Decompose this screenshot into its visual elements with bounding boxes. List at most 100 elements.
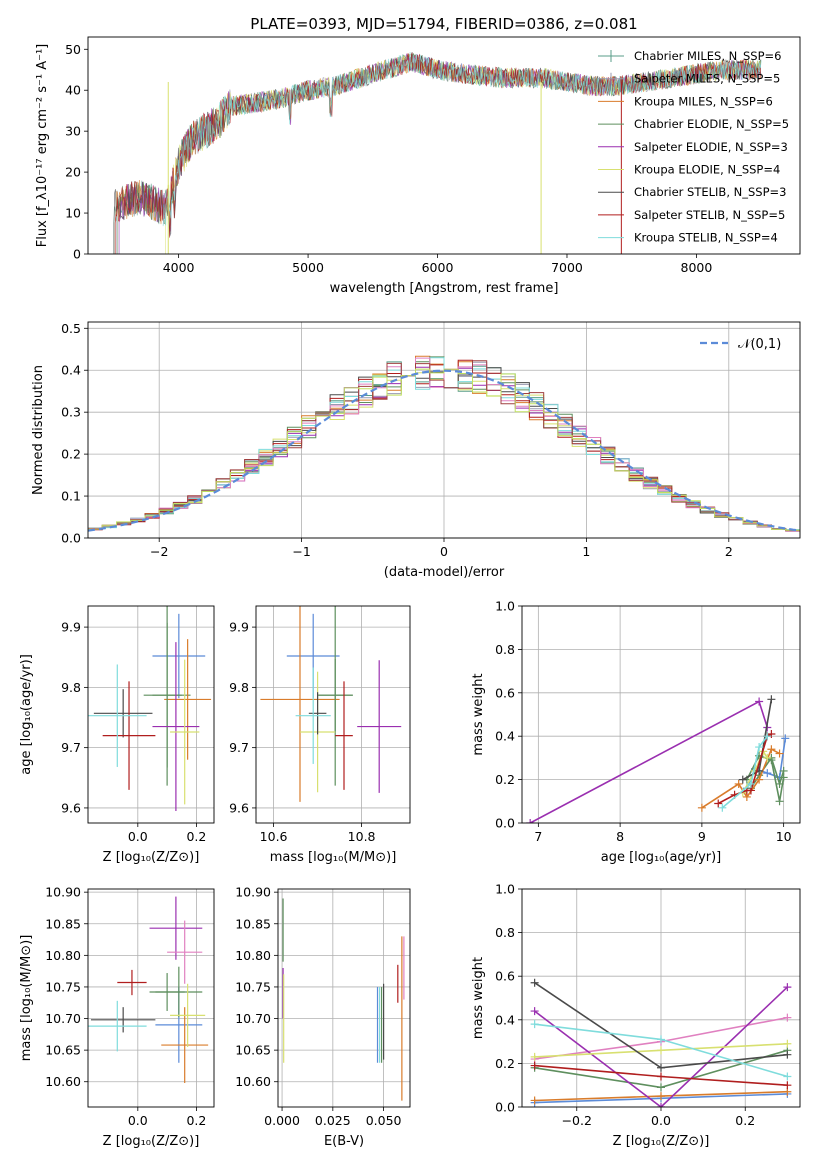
residual-histogram — [88, 368, 800, 534]
mass-weight-marker — [767, 730, 776, 739]
mass-weight-marker — [530, 1061, 539, 1070]
spectrum-chart: 4000 5000 6000 7000 8000 0 10 20 30 40 50 wavelengt… — [35, 36, 801, 296]
mass-weight-marker — [783, 1072, 792, 1081]
y-tick-label: 0.3 — [61, 405, 81, 420]
axes-frame — [87, 321, 801, 539]
y-tick-label: 10.80 — [235, 948, 271, 963]
mass-weight-marker — [763, 769, 772, 778]
figure-title: PLATE=0393, MJD=51794, FIBERID=0386, z=0… — [250, 15, 637, 33]
y-tick-label: 0.1 — [61, 489, 81, 504]
y-tick-label: 0.4 — [495, 1012, 515, 1027]
x-axis-label: wavelength [Angstrom, rest frame] — [330, 281, 559, 296]
mass-weight-marker — [526, 819, 535, 823]
plot-area — [526, 695, 790, 823]
legend-label: Kroupa ELODIE, N_SSP=4 — [634, 163, 780, 177]
mass-weight-marker — [738, 775, 747, 784]
mass-weight-marker — [763, 732, 772, 741]
mass-vs-ebv-chart: 0.000 0.025 0.050 10.60 10.65 10.70 10.75 10.80… — [235, 885, 411, 1149]
y-tick-label: 1.0 — [495, 599, 515, 614]
x-tick-label: 8 — [616, 829, 624, 844]
x-tick-label: 6000 — [422, 260, 454, 275]
x-tick-label: −2 — [150, 544, 168, 559]
mass-weight-marker — [530, 1052, 539, 1061]
mass-weight-marker — [697, 803, 706, 812]
x-axis-label: E(B-V) — [324, 1134, 364, 1149]
y-tick-label: 20 — [65, 165, 81, 180]
x-tick-label: 0.000 — [264, 1113, 300, 1128]
y-tick-label: 9.7 — [61, 740, 81, 755]
legend-label: 𝒩(0,1) — [738, 337, 781, 352]
mass-weight-vs-Z-chart: −0.2 0.0 0.2 0.0 0.2 0.4 0.6 0.8 1.0 Z [log₁₀(Z/Z… — [471, 882, 801, 1149]
mass-weight-marker — [657, 1083, 665, 1092]
y-axis-label: mass [log₁₀(M/M⊙)] — [19, 935, 34, 1062]
mass-weight-marker — [763, 753, 772, 762]
mass-weight-marker — [657, 1103, 665, 1107]
legend-label: Chabrier MILES, N_SSP=6 — [634, 49, 781, 63]
y-tick-label: 10.85 — [235, 916, 271, 931]
y-tick-label: 0.4 — [495, 729, 515, 744]
mass-weight-marker — [530, 1096, 539, 1105]
legend-label: Salpeter MILES, N_SSP=5 — [634, 72, 780, 86]
y-tick-label: 0.2 — [495, 1056, 515, 1071]
y-tick-label: 1.0 — [495, 882, 515, 897]
y-tick-label: 10.75 — [45, 979, 81, 994]
mass-weight-line — [701, 748, 780, 809]
mass-weight-marker — [657, 1063, 665, 1072]
x-tick-label: 0.0 — [651, 1113, 671, 1128]
legend-label: Chabrier STELIB, N_SSP=3 — [634, 185, 786, 199]
y-tick-label: 9.6 — [229, 800, 249, 815]
y-tick-label: 9.9 — [229, 620, 249, 635]
axes-frame — [255, 605, 411, 824]
x-tick-label: 8000 — [681, 260, 713, 275]
plot-area — [88, 606, 212, 811]
mass-weight-marker — [714, 799, 723, 808]
mass-weight-marker — [530, 1020, 539, 1029]
spectrum-series-line — [162, 52, 762, 227]
mass-weight-marker — [746, 779, 755, 788]
y-tick-label: 10.65 — [45, 1043, 81, 1058]
mass-vs-Z-chart: 0.0 0.2 10.60 10.65 10.70 10.75 10.80 10.85 10.9… — [19, 885, 215, 1149]
mass-weight-marker — [657, 1046, 665, 1055]
y-tick-label: 9.8 — [61, 680, 81, 695]
mass-weight-marker — [657, 1092, 665, 1101]
x-tick-label: 7 — [534, 829, 542, 844]
axes-frame — [277, 888, 411, 1108]
x-axis-label: Z [log₁₀(Z/Z⊙)] — [103, 850, 200, 865]
mass-weight-line — [529, 700, 769, 823]
y-tick-label: 9.6 — [61, 800, 81, 815]
mass-weight-marker — [775, 797, 784, 806]
axes-frame — [87, 36, 801, 255]
y-axis-label: age [log₁₀(age/yr)] — [19, 654, 34, 775]
plot-area — [113, 52, 762, 254]
x-tick-label: 0.0 — [128, 829, 148, 844]
mass-weight-marker — [783, 1081, 792, 1090]
y-axis-label: Normed distribution — [31, 365, 46, 495]
x-tick-label: 0.0 — [128, 1113, 148, 1128]
x-tick-label: 0.2 — [186, 1113, 206, 1128]
legend-label: Salpeter ELODIE, N_SSP=3 — [634, 140, 788, 154]
mass-weight-marker — [767, 756, 776, 765]
plot-area — [88, 355, 800, 534]
axes-frame — [87, 888, 215, 1108]
y-tick-label: 10.75 — [235, 979, 271, 994]
y-tick-label: 0.0 — [61, 531, 81, 546]
x-tick-label: 10 — [776, 829, 792, 844]
y-axis-label: mass weight — [471, 673, 486, 755]
axes-frame — [521, 888, 801, 1108]
y-tick-label: 10.60 — [45, 1074, 81, 1089]
y-tick-label: 0.0 — [495, 1100, 515, 1115]
y-tick-label: 9.7 — [229, 740, 249, 755]
x-tick-label: 10.8 — [348, 829, 376, 844]
mass-weight-marker — [779, 773, 788, 782]
normal-curve — [88, 369, 800, 532]
x-tick-label: 7000 — [551, 260, 583, 275]
axes-frame — [87, 605, 215, 824]
mass-weight-vs-age-chart: 7 8 9 10 0.0 0.2 0.4 0.6 0.8 1.0 age [log₁₀(age/yr… — [471, 599, 801, 865]
mass-weight-marker — [755, 775, 764, 784]
mass-weight-marker — [530, 978, 539, 987]
legend-label: Salpeter STELIB, N_SSP=5 — [634, 208, 785, 222]
y-tick-label: 10.85 — [45, 916, 81, 931]
x-tick-label: 0.2 — [186, 829, 206, 844]
mass-weight-marker — [783, 1050, 792, 1059]
